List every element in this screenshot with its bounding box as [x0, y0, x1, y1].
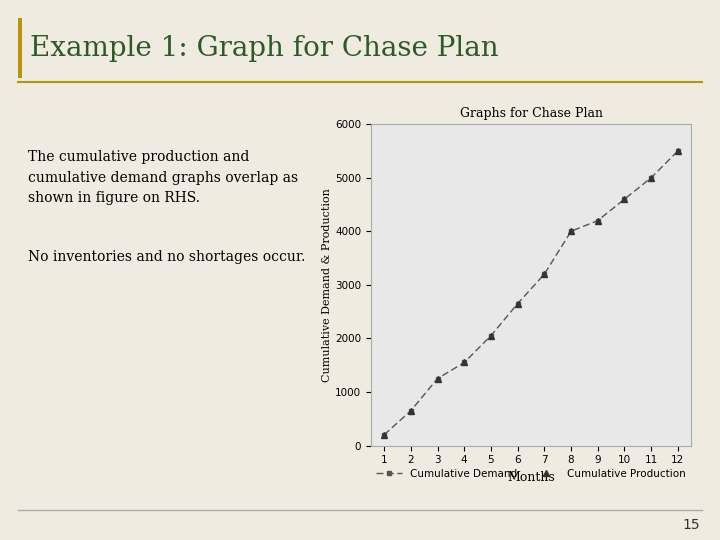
- Line: Cumulative Production: Cumulative Production: [381, 147, 681, 438]
- Y-axis label: Cumulative Demand & Production: Cumulative Demand & Production: [322, 188, 332, 382]
- Title: Graphs for Chase Plan: Graphs for Chase Plan: [459, 107, 603, 120]
- FancyBboxPatch shape: [18, 18, 22, 78]
- Cumulative Demand: [460, 359, 469, 366]
- Cumulative Production: [540, 271, 549, 278]
- Text: The cumulative production and
cumulative demand graphs overlap as
shown in figur: The cumulative production and cumulative…: [28, 150, 298, 205]
- Cumulative Demand: [487, 333, 495, 339]
- Cumulative Demand: [540, 271, 549, 278]
- Cumulative Production: [673, 148, 682, 154]
- Cumulative Production: [433, 375, 442, 382]
- Cumulative Demand: [513, 300, 522, 307]
- Text: 15: 15: [683, 518, 700, 532]
- Cumulative Demand: [673, 148, 682, 154]
- Legend: Cumulative Demand, Cumulative Production: Cumulative Demand, Cumulative Production: [372, 465, 690, 483]
- Cumulative Production: [567, 228, 575, 234]
- Cumulative Demand: [380, 431, 389, 438]
- Cumulative Production: [620, 196, 629, 202]
- Cumulative Demand: [433, 375, 442, 382]
- Cumulative Production: [380, 431, 389, 438]
- Cumulative Production: [460, 359, 469, 366]
- Cumulative Production: [647, 174, 655, 181]
- Cumulative Demand: [407, 408, 415, 414]
- Cumulative Production: [593, 218, 602, 224]
- Text: Example 1: Graph for Chase Plan: Example 1: Graph for Chase Plan: [30, 35, 499, 62]
- X-axis label: Months: Months: [507, 471, 555, 484]
- Text: No inventories and no shortages occur.: No inventories and no shortages occur.: [28, 250, 305, 264]
- Cumulative Demand: [567, 228, 575, 234]
- Cumulative Production: [487, 333, 495, 339]
- Cumulative Production: [513, 300, 522, 307]
- Cumulative Demand: [593, 218, 602, 224]
- Cumulative Demand: [620, 196, 629, 202]
- Cumulative Production: [407, 408, 415, 414]
- Cumulative Demand: [647, 174, 655, 181]
- Line: Cumulative Demand: Cumulative Demand: [382, 148, 680, 437]
